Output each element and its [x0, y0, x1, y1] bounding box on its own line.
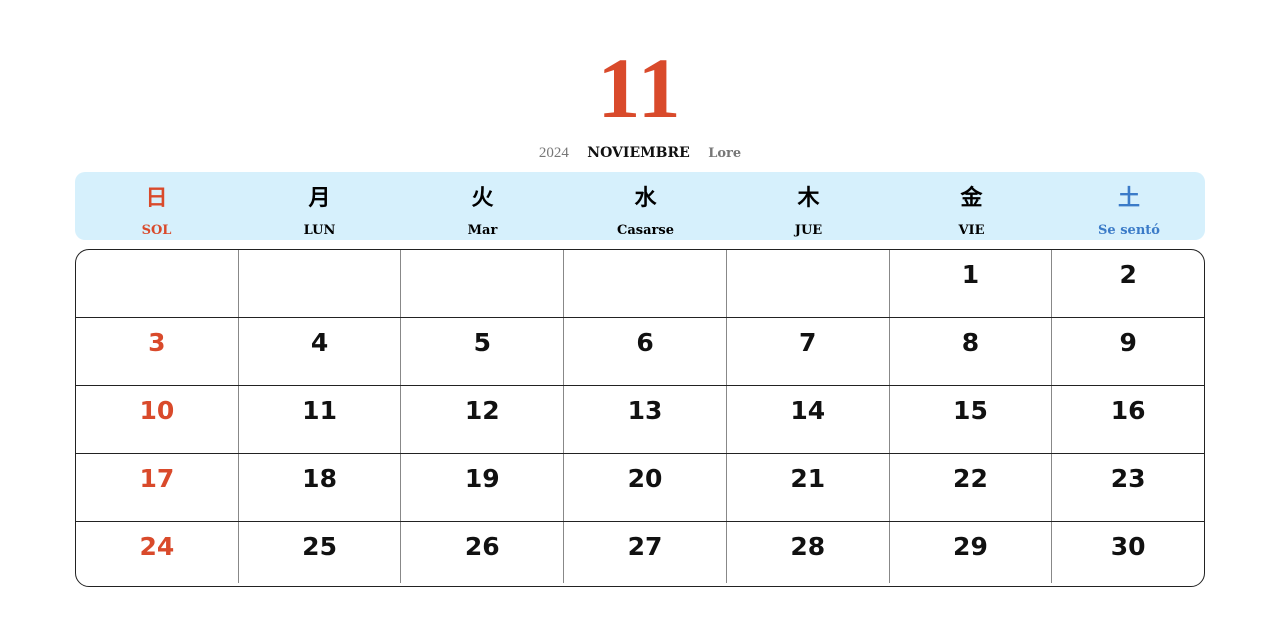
extra-label: Lore: [708, 146, 742, 161]
day-cell[interactable]: 23: [1110, 464, 1146, 493]
week-row: 10 11 12 13 14 15 16: [76, 386, 1204, 454]
weekday-mar: 火 Mar: [401, 172, 564, 240]
day-cell[interactable]: 17: [76, 454, 239, 521]
day-cell[interactable]: 15: [890, 386, 1053, 453]
day-cell[interactable]: 21: [727, 454, 890, 521]
week-row: 24 25 26 27 28 29 30: [76, 522, 1204, 583]
day-cell[interactable]: 11: [239, 386, 402, 453]
weekday-kanji: 土: [1117, 185, 1140, 211]
weekday-se-sentó: 土 Se sentó: [1053, 172, 1205, 240]
day-cell: [239, 250, 402, 317]
day-cell[interactable]: 14: [727, 386, 890, 453]
weekday-vie: 金 VIE: [890, 172, 1053, 240]
weekday-kanji: 金: [960, 185, 983, 211]
day-cell: [76, 250, 239, 317]
weekday-casarse: 水 Casarse: [564, 172, 727, 240]
day-cell[interactable]: 12: [401, 386, 565, 453]
day-cell[interactable]: 30: [1110, 532, 1146, 561]
weekday-name: Mar: [467, 223, 498, 238]
day-cell[interactable]: 20: [564, 454, 727, 521]
calendar-grid: 1 2 3 4 5 6 7 8 9 10 11 12 13 14 15 16 17 18 19 20 21 22 23 24 2…: [75, 249, 1205, 587]
weekday-name: SOL: [141, 223, 172, 238]
day-cell[interactable]: 16: [1110, 396, 1146, 425]
month-number: 11: [597, 40, 683, 136]
month-subtitle: 2024 NOVIEMBRE Lore: [0, 145, 1280, 162]
day-cell[interactable]: 1: [890, 250, 1053, 317]
weekday-kanji: 日: [145, 185, 168, 211]
day-cell[interactable]: 24: [76, 522, 239, 583]
day-cell[interactable]: 13: [564, 386, 727, 453]
day-cell[interactable]: 5: [401, 318, 565, 385]
weekday-name: JUE: [794, 223, 823, 238]
day-cell[interactable]: 8: [890, 318, 1053, 385]
day-cell[interactable]: 22: [890, 454, 1053, 521]
day-cell[interactable]: 2: [1119, 260, 1137, 289]
weekday-name: LUN: [303, 223, 336, 238]
day-cell[interactable]: 29: [890, 522, 1053, 583]
day-cell: [727, 250, 890, 317]
weekday-kanji: 火: [471, 185, 494, 211]
weekday-header: 日 SOL 月 LUN 火 Mar 水 Casarse 木 JUE 金 VIE 土 Se sentó: [75, 172, 1205, 240]
weekday-name: VIE: [958, 223, 985, 238]
month-name: NOVIEMBRE: [587, 145, 690, 161]
weekday-jue: 木 JUE: [727, 172, 890, 240]
day-cell[interactable]: 10: [76, 386, 239, 453]
weekday-sol: 日 SOL: [75, 172, 238, 240]
day-cell[interactable]: 7: [727, 318, 890, 385]
week-row: 17 18 19 20 21 22 23: [76, 454, 1204, 522]
day-cell[interactable]: 3: [76, 318, 239, 385]
day-cell[interactable]: 28: [727, 522, 890, 583]
day-cell[interactable]: 25: [239, 522, 402, 583]
day-cell[interactable]: 6: [564, 318, 727, 385]
year-label: 2024: [538, 145, 569, 161]
day-cell[interactable]: 26: [401, 522, 565, 583]
weekday-kanji: 木: [797, 185, 820, 211]
weekday-name: Casarse: [617, 223, 674, 238]
day-cell[interactable]: 4: [239, 318, 402, 385]
weekday-name: Se sentó: [1098, 223, 1160, 238]
day-cell[interactable]: 27: [564, 522, 727, 583]
weekday-lun: 月 LUN: [238, 172, 401, 240]
day-cell[interactable]: 19: [401, 454, 565, 521]
day-cell: [401, 250, 565, 317]
day-cell: [564, 250, 727, 317]
day-cell[interactable]: 9: [1119, 328, 1137, 357]
day-cell[interactable]: 18: [239, 454, 402, 521]
weekday-kanji: 月: [308, 185, 331, 211]
weekday-kanji: 水: [634, 185, 657, 211]
